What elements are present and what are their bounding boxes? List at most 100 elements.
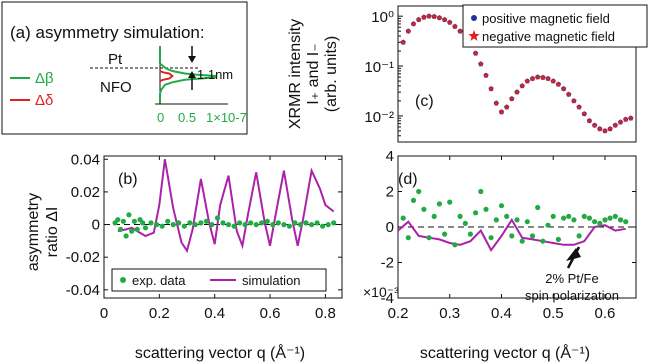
panel-c-negative-point [612,122,619,128]
panel-d-ytick-label: -4 [381,290,394,307]
panel-b-ytick-label: 0.02 [71,184,100,201]
panel-c-negative-point [581,110,588,117]
panel-d-simulation [397,217,626,252]
panel-d-data-point [555,236,562,242]
panel-b-data-point [220,220,226,226]
panel-d-data-point [550,213,556,219]
panel-d-xtick-label: 0.5 [543,305,564,322]
panel-b-data-point [181,223,187,229]
panel-b-data-point [237,220,243,226]
panel-d-data-point [509,233,515,239]
panel-c-label: (c) [415,93,434,110]
panel-b-data-point [170,222,176,228]
panel-a-frame [1,1,248,135]
panel-b-data-point [154,222,160,228]
panel-b-data-point [165,218,171,224]
panel-c-negative-point [519,82,526,89]
panel-d-xtick-label: 0.2 [388,305,409,322]
panel-c-negative-point [446,19,453,25]
panel-c-negative-point [441,16,448,23]
panel-d: -4 -2 0 2 4 0.2 0.3 0.4 0.5 0.6 (d) ×10⁻³ 2% Pt/F… [363,148,637,362]
panel-b-data-point [176,220,182,226]
panel-c-negative-point [400,39,407,45]
panel-d-data-point [519,238,525,244]
panel-d-data-point [416,188,422,195]
panel-b-data-point [248,220,254,226]
panel-c-negative-point [493,100,500,106]
panel-c-negative-point [431,13,438,20]
panel-c-negative-point [601,127,608,134]
panel-d-data-point [457,213,463,219]
panel-b-ytick-label: 0.04 [71,151,100,168]
panel-d-data-point [447,199,453,205]
panel-c-negative-point [503,103,510,110]
panel-c-negative-point [534,73,541,80]
panel-c-negative-point [555,81,562,87]
panel-b-data-point [123,233,129,239]
panel-d-data-point [571,217,577,223]
panel-c-negative-point [560,85,567,92]
panel-a-title: (a) asymmetry simulation: [10,23,205,42]
panel-d-data-point [586,215,593,221]
panel-d-label: (d) [398,171,418,188]
legend-negative-label: negative magnetic field [482,29,615,44]
panel-d-data-point [617,217,624,223]
panel-c-negative-point [426,13,433,19]
panel-a-inset: (a) asymmetry simulation: Pt NFO Δβ Δδ 1… [1,1,248,135]
panel-b-xtick-label: 0.6 [260,305,281,322]
panel-d-data-point [410,197,417,203]
panel-c-negative-point [596,125,603,132]
panel-c-negative-point [539,74,546,81]
legend-ddelta-label: Δδ [35,92,53,109]
legend-sim-label: simulation [242,273,301,288]
panel-c-negative-point [529,75,536,82]
panel-d-data-point [400,215,406,221]
panel-b-data-point [118,226,124,232]
panel-b-data-point [140,220,146,226]
panel-b-data-point [320,223,326,229]
panel-c-ylabel-line3: (arb. units) [323,36,340,112]
legend-positive-marker [471,15,477,21]
panel-b-data-point [264,218,270,224]
panel-b-data-point [134,226,140,232]
panel-d-exp-data [400,188,629,248]
panel-d-ytick-label: 2 [386,184,394,201]
panel-c-negative-point [570,97,577,104]
legend-dbeta-label: Δβ [35,70,54,87]
panel-c-negative-point [457,28,464,34]
panel-b-xtick-label: 0.4 [204,305,225,322]
panel-b-data-point [214,215,221,221]
panel-b-data-point [115,217,121,223]
ddelta-curve [159,70,174,82]
panel-b-data-point [131,218,137,224]
panel-d-data-point [545,222,551,228]
panel-d-ytick-label: 4 [386,148,394,165]
panel-d-data-point [535,204,541,211]
panel-c-negative-point [498,108,505,115]
panel-c-negative-point [451,23,458,30]
panel-b-data-point [148,220,154,226]
panel-d-data-point [467,231,473,237]
panel-c-negative-point [524,77,531,84]
panel-b-simulation [117,159,335,254]
panel-d-xtick-label: 0.3 [439,305,460,322]
panel-d-data-point [581,213,587,219]
panel-c-negative-point [472,50,479,56]
panel-b-ytick-label: -0.04 [66,282,100,299]
panel-b-data-point [281,222,287,228]
panel-c-negative-point [586,117,593,124]
panel-c-negative-point [550,77,557,84]
panel-d-data-point [493,217,499,223]
panel-b-plot-frame [103,155,343,299]
panel-d-data-point [431,213,437,219]
panel-c-negative-point [482,72,489,78]
panel-c-negative-point [627,115,634,121]
panel-b-data-point [126,212,132,218]
panel-b-data-point [198,220,204,226]
panel-c-negative-point [576,103,583,110]
panel-c-negative-point [508,95,515,102]
panel-b-data-point [120,218,126,224]
panel-c-negative-point [415,16,422,23]
panel-d-axes: -4 -2 0 2 4 0.2 0.3 0.4 0.5 0.6 [381,148,637,322]
dbeta-curve [159,46,217,104]
